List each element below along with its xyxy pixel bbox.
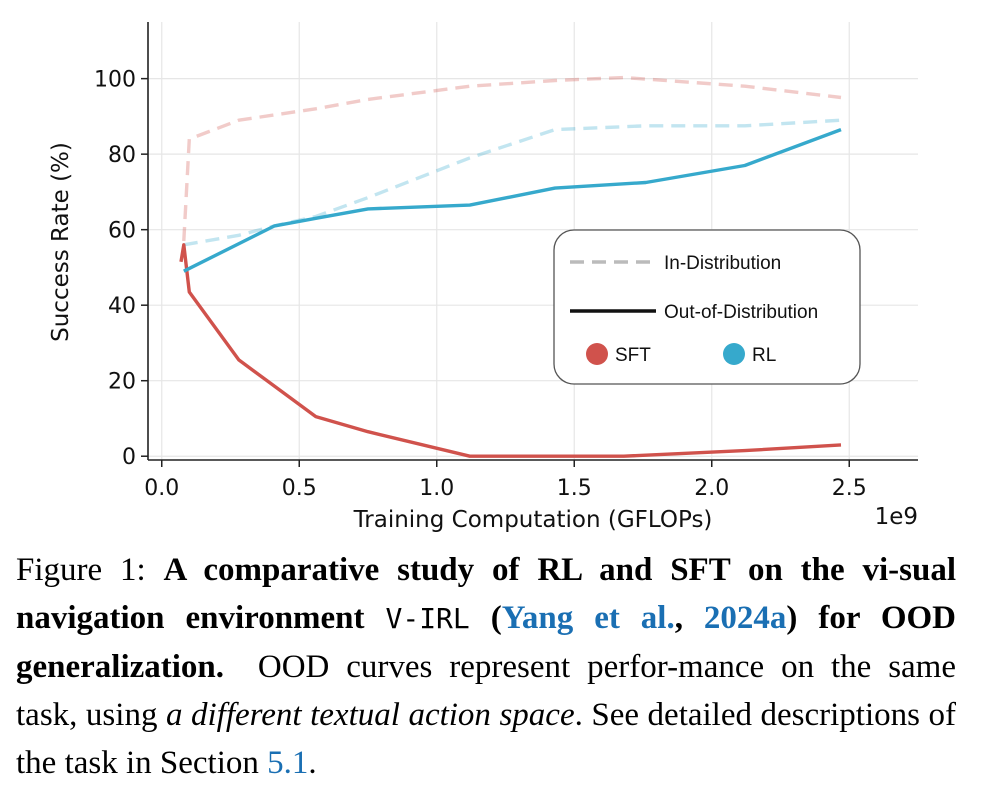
section-ref-link[interactable]: 5.1	[267, 745, 309, 781]
caption-prefix: Figure 1:	[16, 552, 164, 588]
legend-label-sft: SFT	[615, 345, 651, 366]
x-offset-label: 1e9	[875, 504, 918, 530]
legend-label-rl: RL	[752, 345, 776, 366]
ticks: 0.0 0.5 1.0 1.5 2.0 2.5 0 20 40 60 80 100	[94, 68, 867, 501]
y-tick-label: 40	[108, 294, 136, 319]
caption-close-paren: )	[786, 600, 798, 636]
rl-out-of-distribution-line	[183, 128, 842, 273]
series-lines	[179, 75, 842, 458]
x-tick-label: 2.0	[694, 476, 729, 501]
y-tick-label: 0	[122, 445, 136, 470]
x-tick-label: 1.0	[419, 476, 454, 501]
y-tick-label: 100	[94, 68, 136, 93]
y-axis-label: Success Rate (%)	[48, 142, 74, 342]
caption-bold-title: A comparative study of RL and SFT on the…	[16, 552, 956, 636]
legend-sft-marker	[586, 343, 608, 365]
x-tick-label: 0.5	[282, 476, 317, 501]
sft-in-distribution-line	[182, 75, 842, 242]
figure-caption: Figure 1: A comparative study of RL and …	[16, 546, 956, 787]
legend-label-out-of-distribution: Out-of-Distribution	[664, 302, 818, 323]
legend-box	[553, 229, 861, 385]
caption-comma: ,	[674, 600, 704, 636]
citation-year-link[interactable]: 2024a	[703, 600, 787, 636]
caption-env-name: V-IRL	[385, 602, 470, 635]
legend-label-in-distribution: In-Distribution	[664, 253, 781, 274]
citation-author-link[interactable]: Yang et al.	[501, 600, 675, 636]
caption-text-1: OOD curves represent perfor-mance on the…	[16, 649, 956, 733]
caption-period: .	[308, 745, 317, 781]
sft-out-of-distribution-line	[179, 243, 842, 458]
caption-bold-subtitle: for OOD generalization.	[16, 600, 957, 685]
line-chart: 0.0 0.5 1.0 1.5 2.0 2.5 0 20 40 60 80 100 Training …	[48, 22, 918, 533]
rl-in-distribution-line	[183, 118, 842, 247]
caption-italic: a different textual action space	[165, 697, 575, 733]
y-tick-label: 60	[108, 219, 136, 244]
x-axis-label: Training Computation (GFLOPs)	[353, 507, 713, 533]
caption-open-paren: (	[490, 600, 502, 636]
y-tick-label: 20	[108, 370, 136, 395]
axes	[147, 22, 918, 461]
caption-text-2: . See detailed descriptions of the task …	[16, 697, 956, 781]
y-tick-label: 80	[108, 143, 136, 168]
legend: In-Distribution Out-of-Distribution SFT …	[553, 229, 861, 385]
x-tick-label: 2.5	[832, 476, 867, 501]
legend-rl-marker	[723, 343, 745, 365]
x-tick-label: 1.5	[557, 476, 592, 501]
x-tick-label: 0.0	[144, 476, 179, 501]
